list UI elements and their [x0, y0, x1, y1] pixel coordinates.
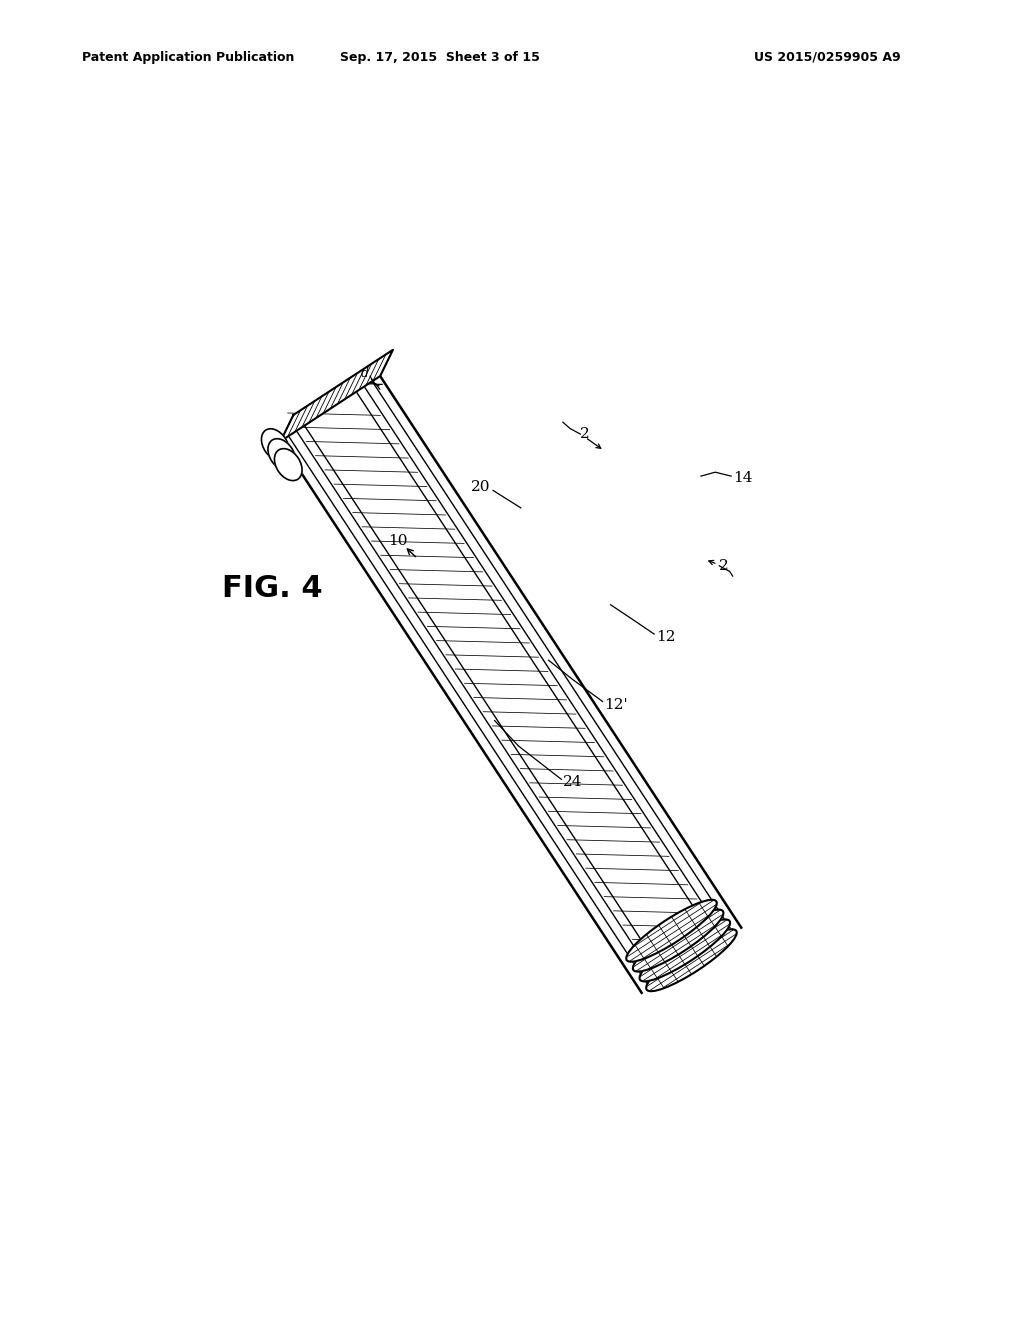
Text: FIG. 4: FIG. 4	[222, 574, 323, 603]
Text: 2: 2	[719, 558, 729, 573]
Ellipse shape	[646, 929, 736, 991]
Text: US 2015/0259905 A9: US 2015/0259905 A9	[755, 50, 901, 63]
Text: 10: 10	[388, 535, 408, 548]
Ellipse shape	[268, 438, 296, 471]
Ellipse shape	[640, 920, 730, 981]
Polygon shape	[281, 350, 393, 441]
Text: Sep. 17, 2015  Sheet 3 of 15: Sep. 17, 2015 Sheet 3 of 15	[340, 50, 541, 63]
Text: d: d	[360, 367, 369, 380]
Text: 12: 12	[655, 630, 675, 644]
Text: 2: 2	[581, 428, 590, 441]
Text: 14: 14	[733, 471, 753, 484]
Ellipse shape	[627, 900, 717, 962]
Text: 20: 20	[471, 480, 490, 494]
Text: Patent Application Publication: Patent Application Publication	[82, 50, 294, 63]
Ellipse shape	[274, 449, 302, 480]
Ellipse shape	[261, 429, 289, 461]
Text: 12': 12'	[604, 698, 628, 711]
Text: 24: 24	[563, 775, 583, 788]
Ellipse shape	[633, 909, 723, 972]
Polygon shape	[281, 376, 741, 993]
